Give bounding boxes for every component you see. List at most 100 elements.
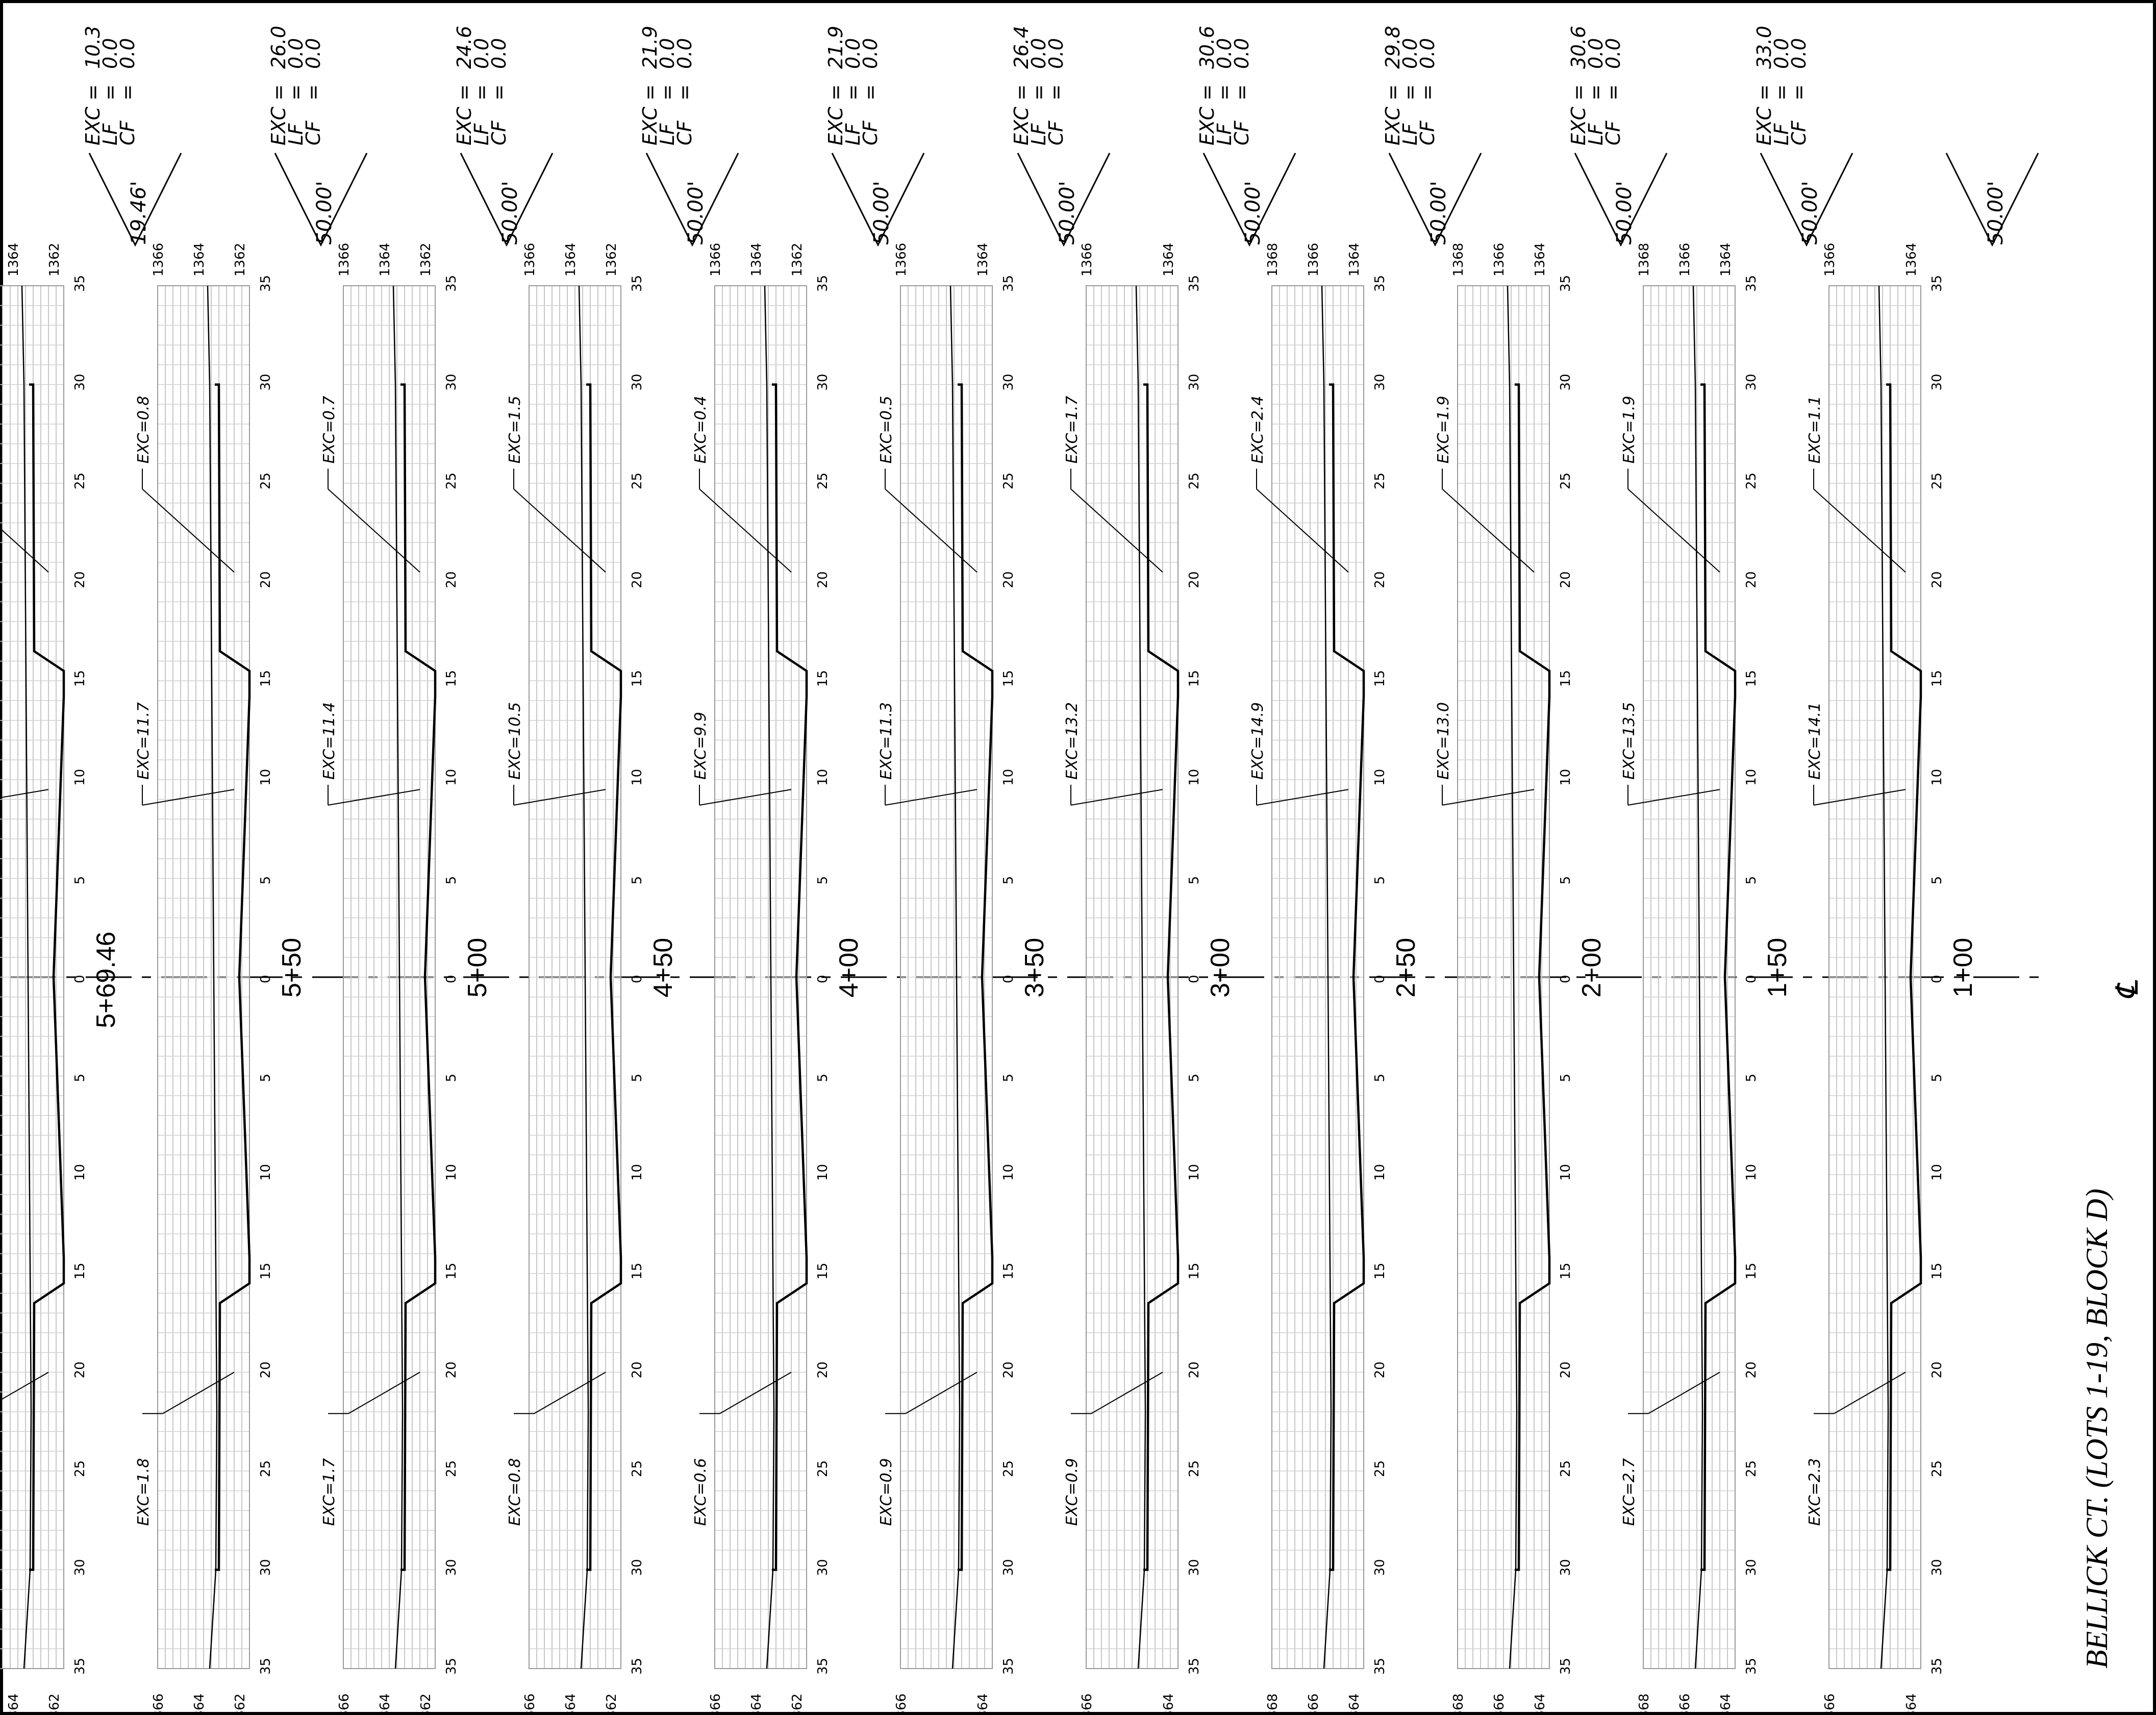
grid-frame: [1457, 285, 1550, 1669]
offset-tick-label: 15: [1929, 670, 1945, 687]
offset-tick-label: 10: [258, 1164, 273, 1181]
offset-tick-label: 5: [815, 876, 831, 885]
excavation-callout: EXC=14.9: [1249, 702, 1267, 780]
elevation-tick-label-bottom: 1366: [1080, 1694, 1095, 1715]
offset-tick-label: 30: [1372, 374, 1388, 390]
proposed-section-line: [1886, 383, 1922, 1571]
summary-label: EXC: [639, 107, 661, 145]
summary-value: 30.6: [1567, 26, 1590, 69]
summary-value: 0.0: [1602, 38, 1624, 69]
summary-value: 0.0: [1416, 38, 1439, 69]
summary-label: CF: [1045, 120, 1067, 145]
offset-tick-label: 10: [630, 769, 645, 786]
offset-tick-label: 35: [72, 275, 88, 292]
summary-value: 0.0: [1585, 38, 1607, 69]
offset-tick-label: 0: [1372, 975, 1388, 983]
distance-chevron: [274, 153, 368, 247]
proposed-section-line: [1143, 383, 1180, 1571]
offset-tick-label: 10: [1558, 1164, 1573, 1181]
offset-tick-label: 10: [630, 1164, 645, 1181]
offset-tick-label: 35: [1001, 275, 1016, 292]
offset-tick-label: 15: [444, 1263, 459, 1280]
summary-equals: =: [859, 84, 882, 101]
offset-tick-label: 20: [1001, 571, 1016, 588]
offset-tick-label: 5: [444, 876, 459, 885]
summary-value: 0.0: [302, 38, 324, 69]
offset-tick-label: 15: [1001, 670, 1016, 687]
summary-label: LF: [470, 123, 493, 145]
offset-tick-label: 20: [72, 571, 88, 588]
station-label: 3+50: [1020, 938, 1049, 998]
elevation-tick-label-top: 1366: [337, 243, 352, 277]
distance-label: 50.00': [498, 181, 522, 245]
offset-tick-label: 15: [1187, 670, 1202, 687]
leader-line: [1091, 1372, 1163, 1414]
offset-tick-label: 30: [258, 1559, 273, 1576]
excavation-callout: EXC=0.8: [135, 396, 153, 464]
offset-tick-label: 10: [444, 769, 459, 786]
elevation-tick-label-top: 1368: [1451, 243, 1466, 277]
summary-equals: =: [842, 84, 864, 101]
summary-equals: =: [639, 84, 661, 101]
existing-ground-line: [1507, 285, 1518, 1669]
summary-equals: =: [1196, 84, 1218, 101]
offset-tick-label: 5: [1744, 876, 1759, 885]
existing-ground-line: [1878, 285, 1889, 1669]
offset-tick-label: 0: [630, 975, 645, 983]
summary-equals: =: [267, 84, 290, 101]
existing-ground-line: [578, 285, 589, 1669]
offset-tick-label: 20: [1372, 571, 1388, 588]
summary-label: CF: [859, 120, 882, 145]
summary-label: LF: [1213, 123, 1236, 145]
leader-line: [348, 1372, 420, 1414]
summary-label: EXC: [824, 107, 847, 145]
elevation-tick-label-top: 1368: [1637, 243, 1652, 277]
offset-tick-label: 25: [1372, 1460, 1388, 1477]
elevation-tick-label-bottom: 1364: [1904, 1694, 1919, 1715]
distance-chevron: [1202, 153, 1296, 247]
offset-tick-label: 35: [630, 1658, 645, 1675]
summary-value: 30.6: [1196, 26, 1218, 69]
offset-tick-label: 20: [258, 571, 273, 588]
elevation-tick-label-bottom: 1362: [47, 1694, 62, 1715]
distance-label: 50.00': [1984, 181, 2008, 245]
distance-chevron: [88, 153, 182, 247]
grid-frame: [1086, 285, 1179, 1669]
existing-ground-line: [21, 285, 32, 1669]
summary-value: 26.0: [267, 26, 290, 69]
summary-value: 0.0: [859, 38, 882, 69]
offset-tick-label: 10: [1372, 1164, 1388, 1181]
cross-section-2+00: 35 30 25 20 15 10 5 0 5 10 15 20 25 30 35 1368 1368 1366 1…: [1435, 26, 1668, 1715]
leader-line: [885, 789, 977, 806]
excavation-callout: EXC=0.4: [692, 396, 710, 464]
offset-tick-label: 35: [630, 275, 645, 292]
summary-label: LF: [1027, 123, 1050, 145]
leader-line: [328, 789, 420, 806]
summary-equals: =: [453, 84, 475, 101]
distance-label: 50.00': [1613, 181, 1636, 245]
leader-line: [534, 1372, 606, 1414]
distance-chevron: [645, 153, 739, 247]
summary-label: CF: [302, 120, 324, 145]
summary-value: 21.9: [824, 26, 847, 69]
summary-equals: =: [285, 84, 307, 101]
offset-tick-label: 10: [1187, 1164, 1202, 1181]
offset-tick-label: 20: [444, 571, 459, 588]
offset-tick-label: 15: [1372, 1263, 1388, 1280]
offset-tick-label: 25: [630, 473, 645, 489]
summary-label: CF: [116, 120, 139, 145]
offset-tick-label: 5: [1001, 1074, 1016, 1082]
elevation-tick-label-top: 1364: [749, 243, 764, 277]
distance-label: 50.00': [870, 181, 893, 245]
excavation-callout: EXC=1.1: [1806, 396, 1824, 464]
offset-tick-label: 0: [258, 975, 273, 983]
offset-tick-label: 15: [630, 670, 645, 687]
offset-tick-label: 25: [815, 1460, 831, 1477]
station-label: 4+50: [648, 938, 678, 998]
summary-equals: =: [1567, 84, 1590, 101]
sheet-title: BELLICK CT. (LOTS 1-19, BLOCK D): [2080, 1188, 2114, 1669]
summary-value: 0.0: [116, 38, 139, 69]
summary-equals: =: [1399, 84, 1421, 101]
leader-line: [0, 528, 49, 573]
offset-tick-label: 35: [1001, 1658, 1016, 1675]
